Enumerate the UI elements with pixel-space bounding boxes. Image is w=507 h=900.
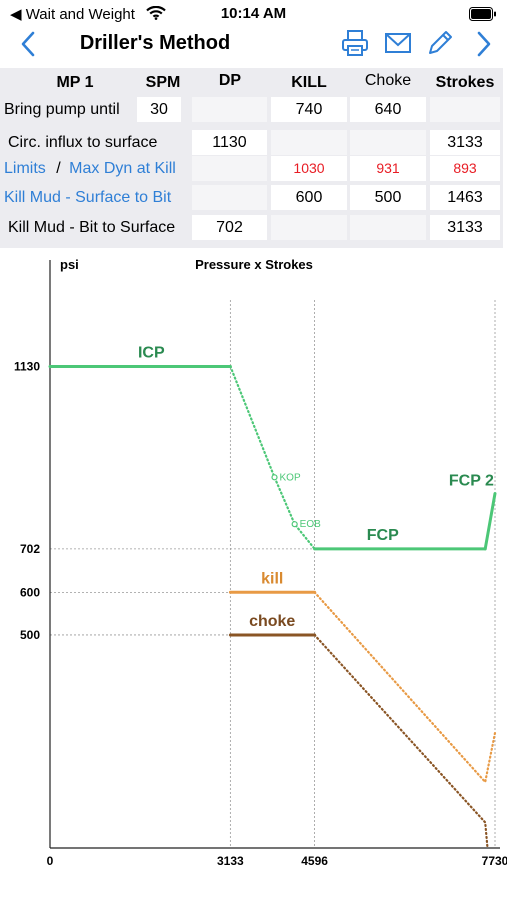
x-tick-label: 0 <box>47 854 54 868</box>
annotation-label: KOP <box>280 472 301 483</box>
circ-influx-kill-field[interactable] <box>271 130 347 155</box>
limits-separator: / <box>56 160 61 177</box>
kmbs-choke-field <box>350 215 426 240</box>
header-mp: MP 1 <box>56 74 94 91</box>
header-choke: Choke <box>364 72 412 89</box>
x-tick-label: 3133 <box>217 854 244 868</box>
x-tick-label: 4596 <box>301 854 328 868</box>
y-tick-label: 600 <box>20 585 40 599</box>
annotation-marker <box>271 474 278 481</box>
print-icon[interactable] <box>340 28 370 63</box>
limits-dp-field <box>192 156 267 181</box>
series-line <box>313 633 489 850</box>
kmbs-strokes-field[interactable]: 3133 <box>430 215 500 240</box>
forward-chevron-icon[interactable] <box>474 30 494 63</box>
row-label-circ-influx: Circ. influx to surface <box>8 134 158 151</box>
back-chevron-icon[interactable] <box>18 30 38 63</box>
row-label-kill-mud-bit-surface: Kill Mud - Bit to Surface <box>8 219 176 236</box>
kmbs-dp-field[interactable]: 702 <box>192 215 267 240</box>
row-label-bring-pump: Bring pump until <box>4 101 120 118</box>
series-label: FCP 2 <box>449 472 494 489</box>
wifi-icon <box>146 5 166 24</box>
header-kill: KILL <box>291 74 327 91</box>
kmsb-kill-field[interactable]: 600 <box>271 185 347 210</box>
bring-pump-strokes-field[interactable] <box>430 97 500 122</box>
chart-series-group <box>48 365 497 850</box>
method-table: MP 1 SPM DP KILL Choke Strokes Bring pum… <box>0 68 503 248</box>
battery-icon <box>469 7 497 25</box>
bring-pump-dp-field[interactable] <box>192 97 267 122</box>
circ-influx-dp-field[interactable]: 1130 <box>192 130 267 155</box>
annotation-label: EOB <box>300 519 321 530</box>
nav-bar: Driller's Method <box>0 28 507 68</box>
row-label-limits: Limits / Max Dyn at Kill <box>4 156 176 181</box>
max-dyn-link[interactable]: Max Dyn at Kill <box>69 160 176 177</box>
series-line <box>483 492 497 551</box>
y-axis-label: psi <box>60 257 79 272</box>
series-line <box>313 591 497 785</box>
back-to-app-link[interactable]: ◀ Wait and Weight <box>10 6 135 23</box>
row-label-kill-mud-surface-bit[interactable]: Kill Mud - Surface to Bit <box>4 189 172 206</box>
bring-pump-choke-field[interactable]: 640 <box>350 97 426 122</box>
bring-pump-spm-field[interactable]: 30 <box>137 97 181 122</box>
x-tick-label: 7730 <box>482 854 507 868</box>
mail-icon[interactable] <box>384 30 412 61</box>
limits-kill-value: 1030 <box>271 156 347 181</box>
circ-influx-choke-field[interactable] <box>350 130 426 155</box>
y-tick-label: 500 <box>20 628 40 642</box>
series-label: kill <box>261 570 283 587</box>
annotation-marker <box>291 521 298 528</box>
y-tick-label: 1130 <box>14 360 40 374</box>
series-line <box>229 365 316 550</box>
series-label: FCP <box>367 527 399 544</box>
series-label: choke <box>249 613 295 630</box>
limits-strokes-value: 893 <box>430 156 500 181</box>
circ-influx-strokes-field[interactable]: 3133 <box>430 130 500 155</box>
kmsb-dp-field <box>192 185 267 210</box>
page-title: Driller's Method <box>79 32 231 54</box>
series-label: ICP <box>138 345 165 362</box>
y-tick-label: 702 <box>20 542 40 556</box>
chart-ticks-group: 0 3133 4596 7730 1130 702 600 500 <box>14 360 507 868</box>
kmsb-strokes-field[interactable]: 1463 <box>430 185 500 210</box>
chart-series-labels: KOP EOB ICP FCP FCP 2 kill choke <box>138 345 494 630</box>
pressure-strokes-chart: psi Pressure x Strokes 0 3133 4596 7730 1130… <box>14 257 507 868</box>
kmsb-choke-field[interactable]: 500 <box>350 185 426 210</box>
header-spm: SPM <box>145 74 181 91</box>
pencil-icon[interactable] <box>425 28 455 63</box>
status-bar: ◀ Wait and Weight 10:14 AM <box>0 0 507 28</box>
header-strokes: Strokes <box>435 74 495 91</box>
limits-link[interactable]: Limits <box>4 160 46 177</box>
limits-choke-value: 931 <box>350 156 426 181</box>
chart-title: Pressure x Strokes <box>195 257 313 272</box>
status-time: 10:14 AM <box>220 5 287 22</box>
header-dp: DP <box>218 72 242 89</box>
kmbs-kill-field <box>271 215 347 240</box>
bring-pump-kill-field[interactable]: 740 <box>271 97 347 122</box>
